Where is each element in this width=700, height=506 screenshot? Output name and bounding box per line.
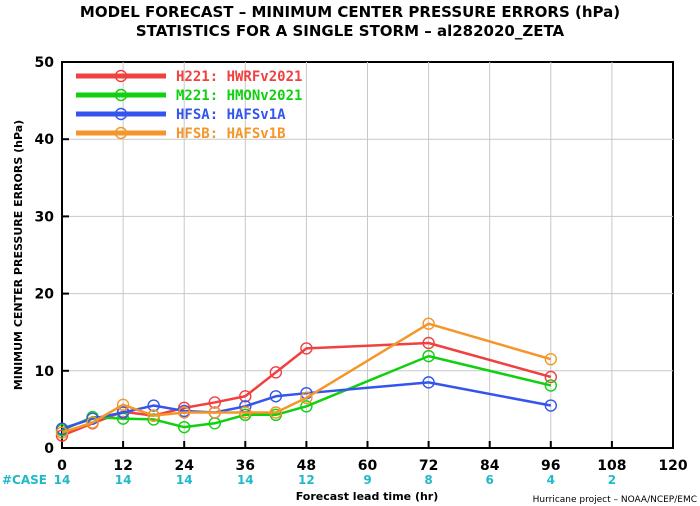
x-tick-label: 96 [541, 458, 560, 474]
series-line [61, 322, 552, 434]
data-point [544, 379, 557, 392]
x-tick-label: 0 [57, 458, 67, 474]
y-tick-label: 10 [35, 364, 55, 380]
case-count: 14 [115, 473, 132, 487]
case-counts: 14 14 14 14 12 9 8 6 4 2 [54, 473, 616, 487]
legend-marker [114, 107, 128, 121]
x-tick-label: 108 [597, 458, 626, 474]
data-point [239, 406, 252, 419]
data-point [422, 336, 435, 350]
data-point [300, 400, 313, 413]
case-count: 6 [486, 473, 494, 487]
legend-marker [114, 69, 128, 83]
data-point [86, 416, 99, 429]
data-point [147, 409, 160, 422]
legend-marker [114, 88, 128, 102]
case-count: 2 [608, 473, 616, 487]
legend-label: M221: HMONv2021 [176, 88, 302, 104]
data-point [208, 396, 221, 409]
data-point [422, 349, 435, 363]
x-tick-label: 36 [236, 458, 255, 474]
data-point [544, 399, 557, 412]
chart-title: MODEL FORECAST – MINIMUM CENTER PRESSURE… [80, 3, 620, 21]
plot-area: 0 10 20 30 40 50 0 12 24 36 48 60 72 84 96 108 120 [35, 55, 688, 474]
y-tick-label: 40 [35, 132, 55, 148]
y-tick-label: 30 [35, 209, 55, 225]
x-tick-label: 120 [658, 458, 687, 474]
case-count: 4 [547, 473, 555, 487]
legend-label: HFSA: HAFSv1A [176, 107, 286, 123]
y-tick-label: 50 [35, 55, 55, 71]
x-axis-label: Forecast lead time (hr) [296, 490, 439, 503]
data-point [300, 342, 313, 355]
data-point [300, 391, 313, 405]
chart-subtitle: STATISTICS FOR A SINGLE STORM – al282020… [136, 22, 565, 40]
case-count: 8 [424, 473, 432, 487]
case-count: 14 [237, 473, 254, 487]
series-lines [55, 317, 557, 442]
data-point [116, 398, 130, 411]
x-tick-label: 12 [113, 458, 132, 474]
data-point [177, 420, 191, 434]
case-count: 14 [176, 473, 193, 487]
data-point [269, 366, 283, 379]
y-tick-label: 0 [44, 441, 54, 457]
x-tick-label: 72 [419, 458, 438, 474]
data-point [147, 399, 160, 412]
x-tick-label: 48 [297, 458, 316, 474]
case-count: 14 [54, 473, 71, 487]
legend: H221: HWRFv2021 M221: HMONv2021 HFSA: HAFS… [76, 69, 302, 142]
case-label: #CASE [2, 473, 47, 487]
data-point [269, 390, 283, 403]
legend-label: H221: HWRFv2021 [176, 69, 302, 85]
data-point [147, 413, 160, 426]
data-point [422, 317, 435, 330]
data-point [239, 390, 252, 403]
credit-text: Hurricane project – NOAA/NCEP/EMC [533, 495, 697, 505]
data-point [422, 376, 435, 389]
x-tick-label: 84 [480, 458, 500, 474]
y-tick-label: 20 [35, 287, 55, 303]
data-point [269, 406, 283, 419]
data-point [544, 353, 557, 366]
y-axis-label: MINIMUM CENTER PRESSURE ERRORS (hPa) [12, 120, 25, 390]
data-point [544, 370, 557, 384]
case-count: 12 [298, 473, 315, 487]
x-tick-label: 60 [358, 458, 378, 474]
data-point [177, 406, 191, 419]
data-point [116, 406, 130, 419]
data-point [55, 422, 69, 435]
data-point [55, 426, 69, 439]
x-tick-label: 24 [174, 458, 194, 474]
legend-label: HFSB: HAFSv1B [176, 126, 286, 142]
data-point [208, 406, 221, 419]
legend-marker [114, 126, 128, 140]
case-count: 9 [363, 473, 371, 487]
